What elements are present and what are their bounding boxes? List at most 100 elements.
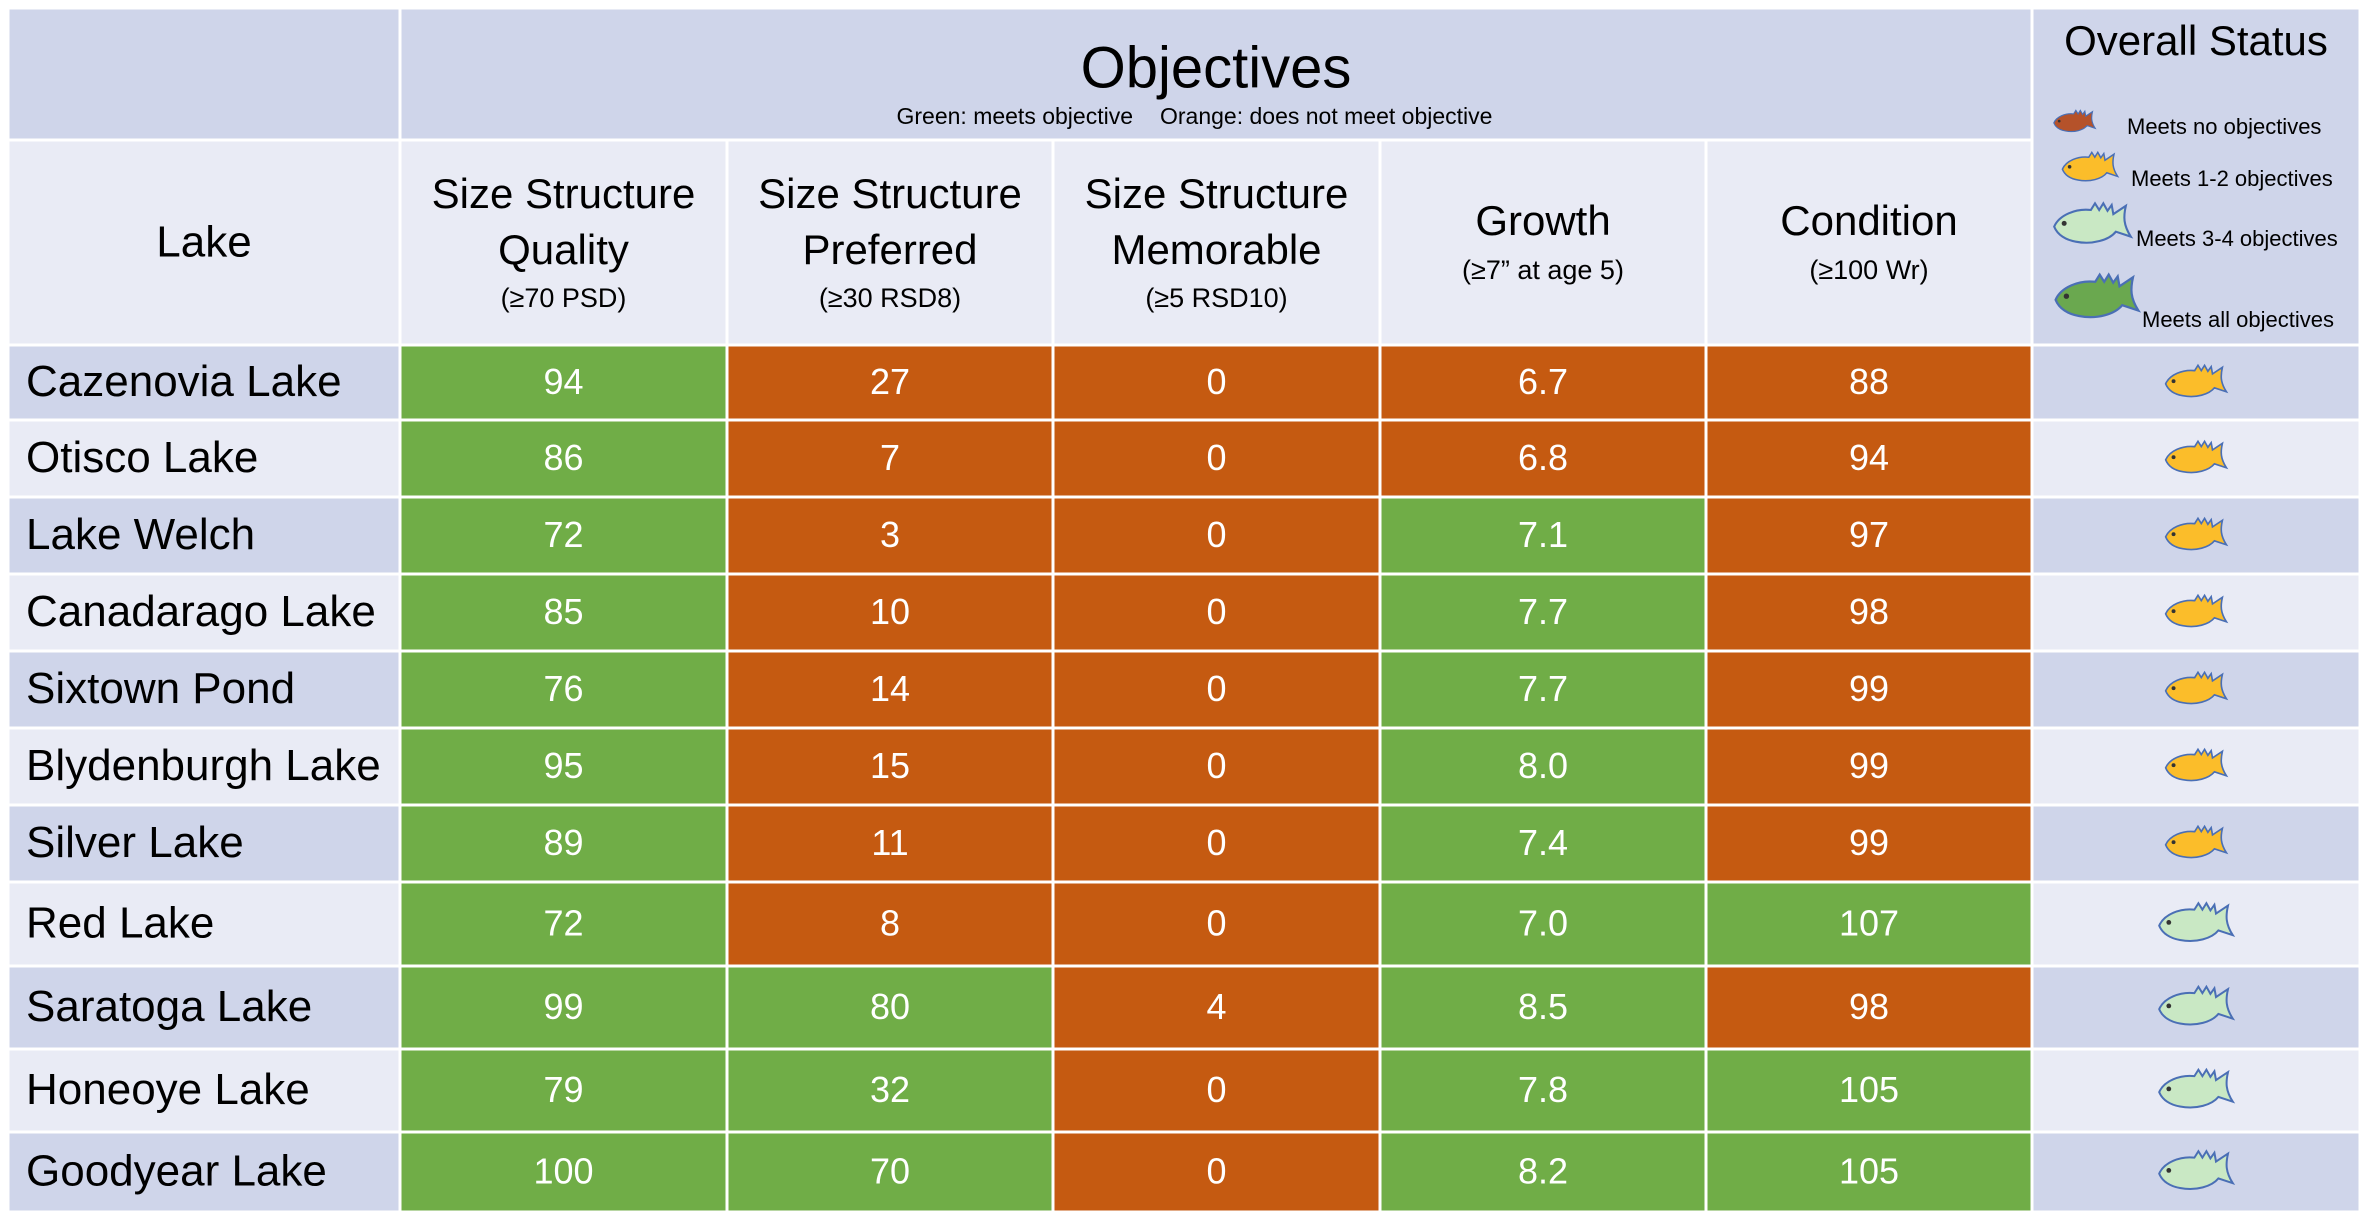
objectives-title: Objectives	[1081, 35, 1352, 100]
column-title: Size Structure	[432, 170, 696, 217]
value: 99	[1849, 745, 1889, 786]
column-criterion: (≥100 Wr)	[1809, 255, 1928, 285]
value: 8.2	[1518, 1151, 1568, 1192]
value: 10	[870, 591, 910, 632]
value-cell	[398, 495, 729, 576]
column-title: Preferred	[802, 226, 977, 273]
value: 7.7	[1518, 668, 1568, 709]
value: 0	[1206, 1069, 1226, 1110]
value-cell	[1051, 495, 1382, 576]
value-cell	[725, 572, 1055, 653]
value: 8	[880, 903, 900, 944]
column-criterion: (≥70 PSD)	[501, 283, 627, 313]
value: 95	[543, 745, 583, 786]
column-criterion: (≥7” at age 5)	[1462, 255, 1624, 285]
value: 7.8	[1518, 1069, 1568, 1110]
column-title: Quality	[498, 226, 629, 273]
lake-name: Red Lake	[26, 899, 214, 948]
value-cell	[1051, 964, 1382, 1051]
value: 70	[870, 1151, 910, 1192]
value: 6.8	[1518, 437, 1568, 478]
value-cell	[725, 1047, 1055, 1134]
value: 0	[1206, 903, 1226, 944]
status-title: Overall Status	[2064, 17, 2328, 64]
value: 7.0	[1518, 903, 1568, 944]
value: 72	[543, 903, 583, 944]
value-cell	[1378, 495, 1708, 576]
lake-name: Otisco Lake	[26, 433, 258, 482]
value: 0	[1206, 1151, 1226, 1192]
lake-name: Cazenovia Lake	[26, 357, 342, 406]
value: 7.4	[1518, 822, 1568, 863]
value: 32	[870, 1069, 910, 1110]
value-cell	[1051, 649, 1382, 730]
value: 97	[1849, 514, 1889, 555]
legend-label: Meets all objectives	[2142, 307, 2334, 332]
value: 0	[1206, 361, 1226, 402]
column-criterion: (≥5 RSD10)	[1145, 283, 1287, 313]
lake-header: Lake	[156, 218, 251, 267]
value: 99	[543, 986, 583, 1027]
value: 0	[1206, 745, 1226, 786]
value: 6.7	[1518, 361, 1568, 402]
value-cell	[1378, 803, 1708, 884]
legend-label: Meets 1-2 objectives	[2131, 166, 2333, 191]
lake-name: Honeoye Lake	[26, 1065, 310, 1114]
value: 0	[1206, 514, 1226, 555]
value-cell	[398, 803, 729, 884]
value-cell	[725, 495, 1055, 576]
value-cell	[1378, 572, 1708, 653]
value: 80	[870, 986, 910, 1027]
value: 99	[1849, 668, 1889, 709]
value-cell	[725, 880, 1055, 968]
value: 86	[543, 437, 583, 478]
value-cell	[1704, 1047, 2034, 1134]
value: 94	[543, 361, 583, 402]
value: 89	[543, 822, 583, 863]
value-cell	[1704, 964, 2034, 1051]
value: 27	[870, 361, 910, 402]
value: 8.0	[1518, 745, 1568, 786]
value: 76	[543, 668, 583, 709]
value-cell	[398, 572, 729, 653]
value-cell	[1051, 726, 1382, 807]
value: 72	[543, 514, 583, 555]
value: 0	[1206, 668, 1226, 709]
lake-cell	[6, 726, 402, 807]
column-title: Memorable	[1111, 226, 1321, 273]
key-green: Green: meets objective	[896, 103, 1133, 129]
value: 100	[533, 1151, 593, 1192]
lake-name: Blydenburgh Lake	[26, 741, 381, 790]
value-cell	[1704, 343, 2034, 422]
value: 0	[1206, 591, 1226, 632]
value: 0	[1206, 437, 1226, 478]
legend-label: Meets 3-4 objectives	[2136, 226, 2338, 251]
value-cell	[1051, 803, 1382, 884]
value-cell	[725, 726, 1055, 807]
value: 3	[880, 514, 900, 555]
value: 8.5	[1518, 986, 1568, 1027]
legend-label: Meets no objectives	[2127, 114, 2321, 139]
value: 79	[543, 1069, 583, 1110]
column-title: Size Structure	[758, 170, 1022, 217]
header-band	[6, 138, 2034, 347]
value-cell	[398, 343, 729, 422]
value: 7.1	[1518, 514, 1568, 555]
key-orange: Orange: does not meet objective	[1160, 103, 1492, 129]
value-cell	[725, 1130, 1055, 1212]
value: 105	[1839, 1069, 1899, 1110]
value-cell	[1378, 418, 1708, 499]
value-cell	[1704, 572, 2034, 653]
value: 105	[1839, 1151, 1899, 1192]
value-cell	[398, 880, 729, 968]
header-band	[6, 6, 2034, 142]
value-cell	[725, 418, 1055, 499]
value-cell	[1051, 1130, 1382, 1212]
value: 0	[1206, 822, 1226, 863]
column-title: Growth	[1475, 197, 1610, 244]
value: 85	[543, 591, 583, 632]
column-criterion: (≥30 RSD8)	[819, 283, 961, 313]
value: 7	[880, 437, 900, 478]
value-cell	[1378, 1130, 1708, 1212]
